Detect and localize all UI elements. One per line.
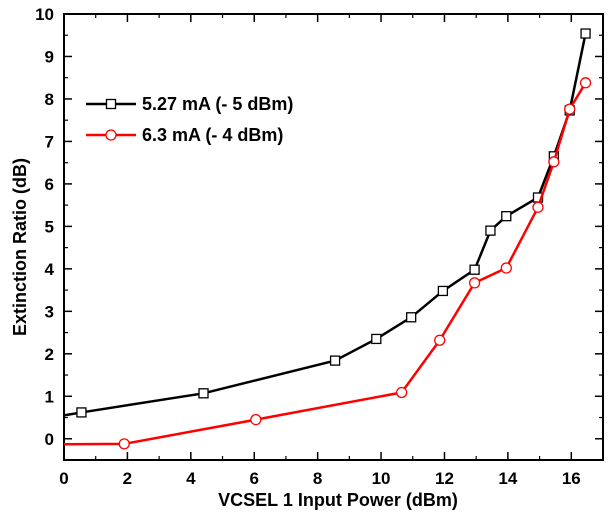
data-point <box>532 201 544 213</box>
y-tick-label: 6 <box>45 175 54 194</box>
data-point <box>437 285 449 297</box>
data-point <box>329 355 341 366</box>
x-tick-label: 16 <box>562 469 581 488</box>
data-point <box>580 28 591 39</box>
axis-ticks <box>63 13 603 460</box>
data-point <box>500 262 512 274</box>
plot-frame <box>63 13 604 461</box>
legend-item: 6.3 mA (- 4 dBm) <box>86 125 283 145</box>
legend-marker <box>105 98 117 110</box>
x-tick-label: 2 <box>123 469 132 488</box>
data-point <box>469 264 480 275</box>
y-tick-label: 3 <box>45 302 54 321</box>
x-axis-label: VCSEL 1 Input Power (dBm) <box>218 490 458 510</box>
y-tick-label: 2 <box>45 345 54 364</box>
x-tick-label: 6 <box>250 469 259 488</box>
series-2 <box>63 77 592 450</box>
data-point <box>434 334 446 346</box>
legend-label: 5.27 mA (- 5 dBm) <box>142 94 293 114</box>
x-tick-label: 4 <box>186 469 196 488</box>
data-point <box>579 77 592 89</box>
y-tick-label: 1 <box>45 387 54 406</box>
x-tick-label: 8 <box>313 469 322 488</box>
plot-border <box>63 13 604 461</box>
data-point <box>548 156 560 168</box>
data-point <box>501 211 512 222</box>
y-tick-label: 8 <box>45 90 54 109</box>
x-tick-label: 0 <box>59 469 68 488</box>
series-layer <box>63 28 592 450</box>
data-point <box>371 333 382 345</box>
data-point <box>250 413 262 426</box>
data-point <box>198 388 209 399</box>
data-point <box>396 386 408 399</box>
data-point <box>406 312 417 323</box>
x-tick-label: 10 <box>372 469 391 488</box>
x-tick-label: 14 <box>498 469 517 488</box>
y-tick-label: 4 <box>45 260 55 279</box>
y-tick-label: 5 <box>45 217 54 236</box>
x-tick-label: 12 <box>435 469 454 488</box>
legend-item: 5.27 mA (- 5 dBm) <box>86 94 293 114</box>
data-point <box>564 103 576 115</box>
data-point <box>76 407 87 418</box>
series-1 <box>63 28 591 418</box>
data-point <box>468 277 481 289</box>
legend-marker <box>105 129 117 141</box>
data-point <box>118 438 130 450</box>
y-tick-label: 7 <box>45 132 54 151</box>
data-point <box>485 225 496 236</box>
y-tick-label: 9 <box>45 47 54 66</box>
series-line <box>63 33 587 417</box>
y-tick-label: 0 <box>45 430 54 449</box>
legend-label: 6.3 mA (- 4 dBm) <box>142 125 283 145</box>
legend: 5.27 mA (- 5 dBm) 6.3 mA (- 4 dBm) <box>86 94 293 145</box>
y-axis-label: Extinction Ratio (dB) <box>10 158 30 336</box>
y-tick-label: 10 <box>35 5 54 24</box>
